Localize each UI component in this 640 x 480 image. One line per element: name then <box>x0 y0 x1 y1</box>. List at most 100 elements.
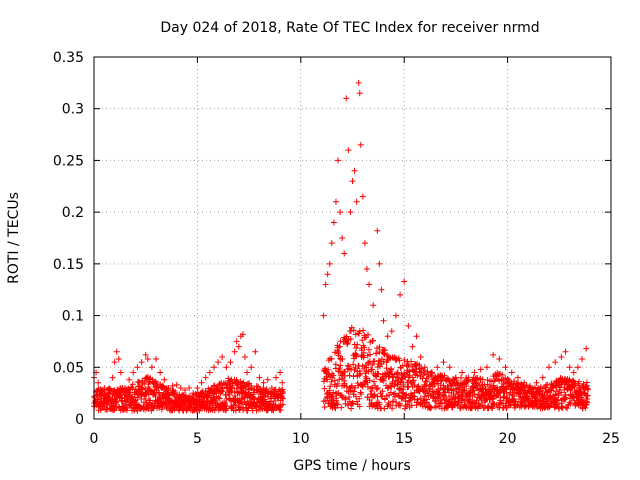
data-point <box>337 338 344 345</box>
data-point <box>223 364 230 371</box>
data-point <box>566 364 573 371</box>
data-point <box>256 374 263 381</box>
data-point <box>455 389 462 396</box>
data-point <box>122 384 129 391</box>
data-point <box>392 390 399 397</box>
data-point <box>109 374 116 381</box>
data-point <box>348 405 355 412</box>
data-point <box>330 389 337 396</box>
data-point <box>446 396 453 403</box>
data-point <box>345 147 352 154</box>
data-point <box>458 374 465 381</box>
data-point <box>387 367 394 374</box>
data-point <box>328 240 335 247</box>
data-point <box>584 399 591 406</box>
data-point <box>405 362 412 369</box>
data-point <box>350 327 357 334</box>
data-point <box>579 356 586 363</box>
data-point <box>426 385 433 392</box>
data-point <box>347 336 354 343</box>
data-point <box>186 384 193 391</box>
data-point <box>438 374 445 381</box>
data-point <box>367 351 374 358</box>
y-axis-ticks: 0 0.05 0.1 0.15 0.2 0.25 0.3 0.35 <box>53 50 611 428</box>
data-point <box>431 381 438 388</box>
data-point <box>352 393 359 400</box>
data-point <box>504 375 511 382</box>
data-point <box>363 364 370 371</box>
data-point <box>503 403 510 410</box>
data-point <box>390 398 397 405</box>
data-point <box>429 370 436 377</box>
data-point <box>210 394 217 401</box>
data-point <box>248 364 255 371</box>
plot-frame <box>93 56 612 420</box>
data-point <box>381 347 388 354</box>
data-point <box>335 157 342 164</box>
data-point <box>388 328 395 335</box>
data-point <box>445 385 452 392</box>
data-point <box>375 370 382 377</box>
data-point <box>211 407 218 414</box>
data-point <box>158 406 165 413</box>
data-point <box>552 359 559 366</box>
data-point <box>436 391 443 398</box>
data-point <box>339 355 346 362</box>
data-point <box>423 383 430 390</box>
data-point <box>570 369 577 376</box>
data-point <box>394 381 401 388</box>
data-point <box>390 391 397 398</box>
data-point <box>365 331 372 338</box>
data-point <box>402 403 409 410</box>
data-point <box>521 379 528 386</box>
data-point <box>527 384 534 391</box>
data-point <box>401 357 408 364</box>
data-point <box>277 406 284 413</box>
data-point <box>453 377 460 384</box>
data-point <box>279 386 286 393</box>
data-point <box>490 351 497 358</box>
data-point <box>332 405 339 412</box>
data-point <box>380 317 387 324</box>
data-point <box>511 392 518 399</box>
data-point <box>279 401 286 408</box>
data-point <box>150 403 157 410</box>
data-points <box>91 79 592 414</box>
data-point <box>391 382 398 389</box>
data-point <box>567 400 574 407</box>
data-point <box>459 395 466 402</box>
data-point <box>525 396 532 403</box>
data-point <box>427 392 434 399</box>
data-point <box>365 346 372 353</box>
data-point <box>264 376 271 383</box>
data-point <box>105 390 112 397</box>
data-point <box>238 395 245 402</box>
data-point <box>387 402 394 409</box>
data-point <box>414 396 421 403</box>
y-tick-label: 0.15 <box>53 257 84 273</box>
data-point <box>471 391 478 398</box>
data-point <box>198 379 205 386</box>
data-point <box>358 390 365 397</box>
data-point <box>442 394 449 401</box>
data-point <box>514 374 521 381</box>
data-point <box>508 369 515 376</box>
data-point <box>172 389 179 396</box>
data-point <box>252 348 259 355</box>
data-point <box>359 193 366 200</box>
data-point <box>111 359 118 366</box>
data-point <box>194 384 201 391</box>
data-point <box>423 399 430 406</box>
data-point <box>533 379 540 386</box>
data-point <box>471 369 478 376</box>
data-point <box>130 369 137 376</box>
data-point <box>370 378 377 385</box>
data-point <box>223 407 230 414</box>
data-point <box>222 400 229 407</box>
data-point <box>118 397 125 404</box>
data-point <box>163 404 170 411</box>
data-point <box>353 352 360 359</box>
data-point <box>374 385 381 392</box>
data-point <box>411 382 418 389</box>
